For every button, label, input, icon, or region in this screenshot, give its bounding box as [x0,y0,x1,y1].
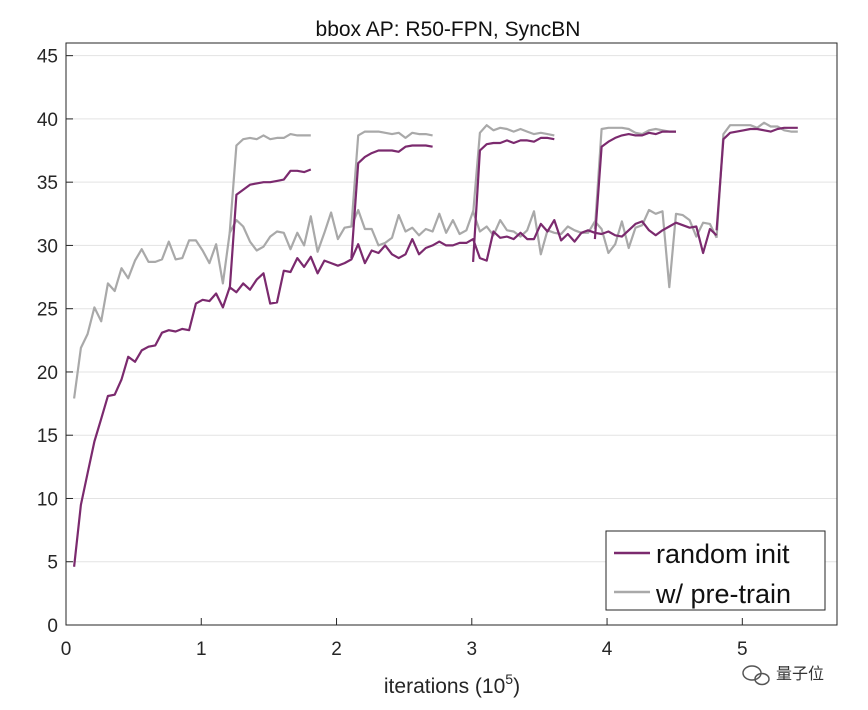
y-tick-label: 35 [37,173,58,194]
plot-area-frame [65,42,838,626]
random-init-line-segment-5 [715,126,798,231]
pre-train-line-segment-3 [472,124,555,214]
x-tick-label: 1 [196,639,207,660]
y-tick-label: 40 [37,110,58,131]
random-init-line-segment-1 [228,168,312,290]
series-pre-train [73,121,798,399]
y-tick-label: 45 [37,47,58,68]
x-axis-ticks: 0 1 2 3 4 5 [61,618,748,660]
legend-label-random-init: random init [656,539,790,569]
x-tick-label: 3 [467,639,478,660]
x-tick-label: 4 [602,639,613,660]
random-init-line-segment-0 [73,219,718,567]
watermark-text: 量子位 [776,664,824,683]
series-random-init [73,126,798,567]
y-tick-label: 5 [47,553,58,574]
gridlines [66,55,837,563]
wechat-icon [742,665,770,686]
random-init-line-segment-3 [472,136,555,262]
pre-train-line-segment-0 [73,208,718,399]
legend: random init w/ pre-train [605,530,826,611]
pre-train-line-segment-1 [228,133,311,233]
x-tick-label: 5 [737,639,748,660]
y-tick-label: 20 [37,363,58,384]
x-tick-label: 0 [61,639,72,660]
y-tick-label: 15 [37,426,58,447]
random-init-line-segment-4 [593,130,676,240]
legend-label-pre-train: w/ pre-train [655,579,791,609]
x-axis-label-main: iterations (10 [384,675,505,698]
x-axis-label-exponent: 5 [505,671,513,687]
y-tick-label: 25 [37,300,58,321]
x-tick-label: 2 [331,639,342,660]
random-init-line-segment-2 [350,144,433,259]
y-tick-label: 10 [37,489,58,510]
x-axis-label: iterations (105) [384,671,520,698]
y-axis-ticks: 0 5 10 15 20 25 30 35 40 45 [37,47,73,637]
pre-train-line-segment-2 [350,130,433,227]
series-layer [73,121,798,567]
y-tick-label: 0 [47,616,58,637]
x-axis-label-close: ) [513,675,520,698]
watermark: 量子位 [742,664,824,686]
legend-box [605,530,826,611]
pre-train-line-segment-5 [715,121,798,238]
pre-train-line-segment-4 [593,126,676,230]
chart-title: bbox AP: R50-FPN, SyncBN [316,18,581,41]
y-tick-label: 30 [37,236,58,257]
axes [65,42,838,626]
